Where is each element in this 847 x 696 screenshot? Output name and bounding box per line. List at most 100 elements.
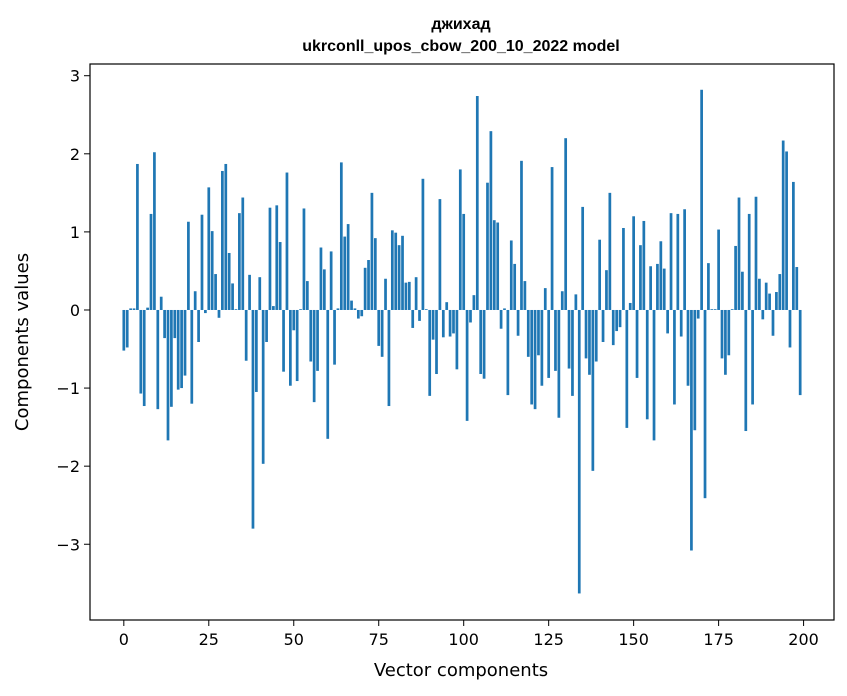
bar xyxy=(193,291,197,310)
bar xyxy=(163,309,166,339)
bar xyxy=(676,213,680,310)
bar xyxy=(744,309,748,432)
bar xyxy=(217,309,221,318)
bar xyxy=(356,309,360,319)
bar xyxy=(550,167,554,310)
bar xyxy=(159,296,163,310)
bar xyxy=(479,309,483,375)
bar xyxy=(496,222,500,310)
bar xyxy=(734,245,737,310)
bar xyxy=(166,309,170,441)
bar xyxy=(173,309,177,339)
x-axis-label: Vector components xyxy=(374,660,548,681)
bar xyxy=(326,309,330,439)
bar xyxy=(207,187,211,310)
bar xyxy=(302,208,306,310)
bar xyxy=(775,292,778,310)
chart-title: джихад xyxy=(431,16,490,33)
bar xyxy=(662,268,666,310)
bar xyxy=(414,277,418,310)
bar xyxy=(367,260,370,310)
bar xyxy=(472,295,476,310)
bar xyxy=(465,309,469,421)
bar xyxy=(350,300,353,310)
bar xyxy=(482,309,486,379)
bar xyxy=(387,309,391,407)
y-axis: −3 −2 −1 0 1 2 3 xyxy=(56,67,90,554)
x-tick-label: 150 xyxy=(618,630,649,649)
bar xyxy=(394,232,398,310)
bar xyxy=(448,309,452,337)
bar xyxy=(594,309,598,362)
bar xyxy=(659,241,663,310)
bar xyxy=(537,309,540,356)
bar xyxy=(785,151,788,310)
bar xyxy=(312,309,316,403)
bar xyxy=(608,192,612,310)
bar xyxy=(761,309,765,320)
x-tick-label: 25 xyxy=(199,630,219,649)
bar xyxy=(261,309,265,464)
bar xyxy=(693,309,697,431)
bar xyxy=(798,309,802,396)
bar xyxy=(758,278,761,310)
bar xyxy=(180,309,183,389)
bar xyxy=(669,213,673,310)
bar xyxy=(652,309,656,441)
bar xyxy=(509,240,513,310)
bar xyxy=(526,309,530,357)
bar xyxy=(724,309,727,375)
bar xyxy=(499,309,503,329)
bar xyxy=(418,309,421,321)
bar xyxy=(737,197,741,310)
bar xyxy=(584,309,588,359)
bar xyxy=(289,309,292,386)
bar xyxy=(577,309,581,594)
bar xyxy=(136,163,139,310)
bar xyxy=(445,302,449,310)
x-tick-label: 0 xyxy=(119,630,129,649)
bar xyxy=(707,263,710,310)
bar xyxy=(560,291,564,310)
bar xyxy=(214,274,217,310)
bar xyxy=(452,309,455,334)
bar xyxy=(690,309,693,551)
bar xyxy=(156,309,160,410)
bar xyxy=(197,309,200,342)
bar xyxy=(632,216,635,310)
bar xyxy=(781,140,785,310)
bar xyxy=(360,309,364,317)
bar xyxy=(333,309,336,365)
bar xyxy=(363,267,367,310)
bar xyxy=(122,309,126,351)
bar xyxy=(792,181,795,310)
bar xyxy=(611,309,615,346)
bar xyxy=(187,221,190,310)
bar xyxy=(176,309,180,390)
y-tick-label: 0 xyxy=(70,301,80,320)
bar xyxy=(272,306,275,310)
bar xyxy=(622,227,625,310)
bar xyxy=(322,269,326,310)
bar xyxy=(703,309,707,499)
bar xyxy=(554,309,557,371)
bar xyxy=(170,309,173,407)
bar xyxy=(741,271,744,310)
bar xyxy=(601,309,605,342)
bar xyxy=(540,309,544,386)
bar xyxy=(615,309,619,332)
bar xyxy=(190,309,194,404)
bar xyxy=(231,283,234,310)
bar xyxy=(204,309,207,314)
bar xyxy=(628,302,632,310)
bar xyxy=(520,160,523,310)
bar xyxy=(251,309,255,529)
bar xyxy=(571,309,574,396)
bar xyxy=(598,239,602,310)
bar xyxy=(258,277,262,310)
bar xyxy=(469,309,472,323)
bar xyxy=(564,138,568,310)
bar xyxy=(649,266,652,310)
bar xyxy=(795,267,799,310)
bar xyxy=(754,196,758,310)
